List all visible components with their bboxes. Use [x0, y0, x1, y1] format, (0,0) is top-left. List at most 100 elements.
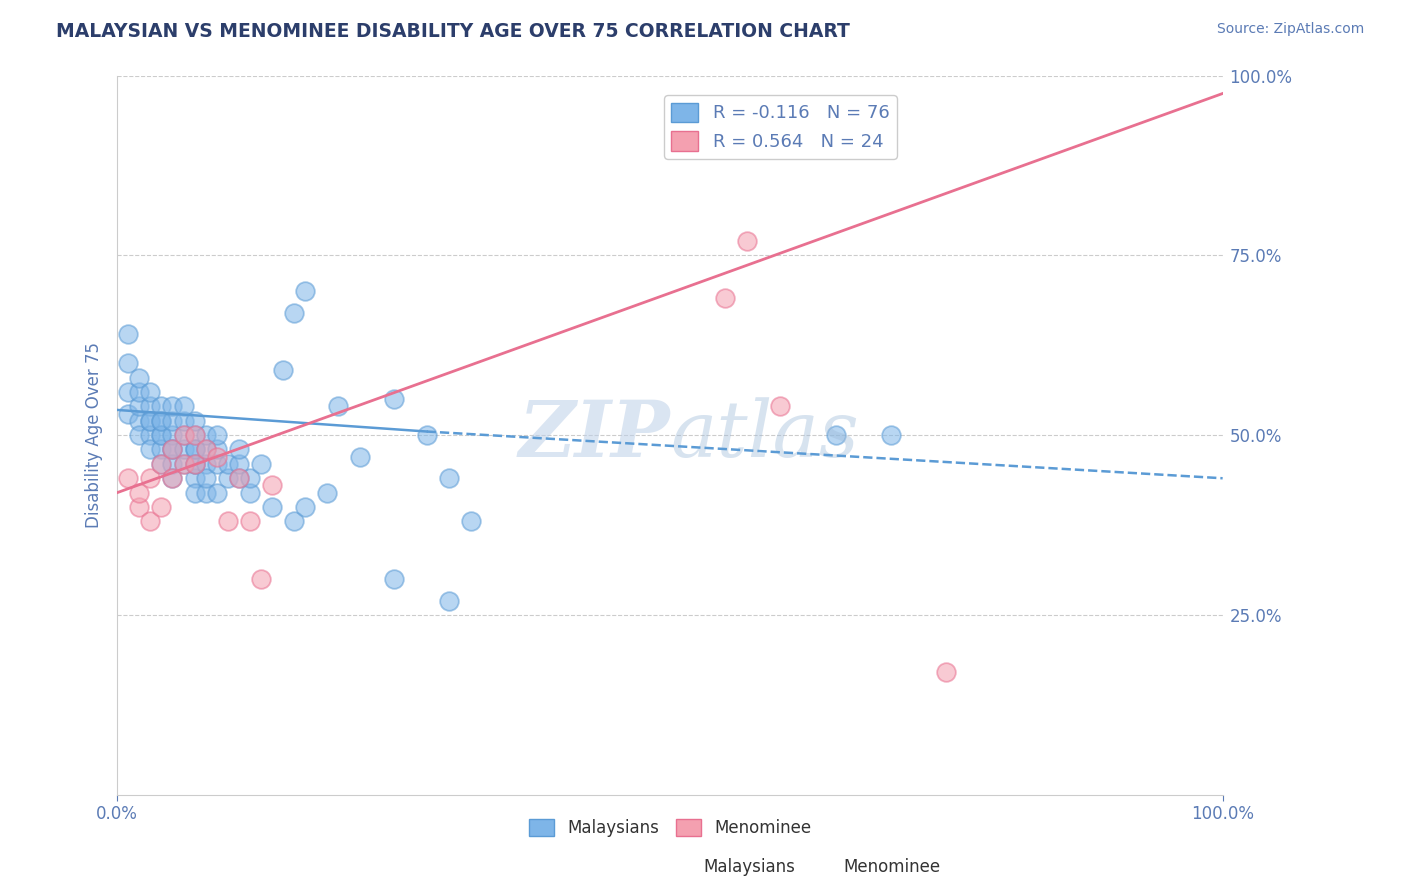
Text: Menominee: Menominee	[844, 858, 941, 876]
Point	[460, 515, 482, 529]
Point	[294, 285, 316, 299]
Point	[217, 515, 239, 529]
Point	[382, 392, 405, 406]
Point	[150, 414, 173, 428]
Point	[769, 400, 792, 414]
Point	[205, 485, 228, 500]
Point	[162, 442, 184, 457]
Point	[205, 442, 228, 457]
Point	[139, 384, 162, 399]
Point	[150, 414, 173, 428]
Point	[194, 428, 217, 442]
Point	[328, 400, 350, 414]
Point	[128, 428, 150, 442]
Point	[139, 515, 162, 529]
Point	[139, 414, 162, 428]
Point	[437, 471, 460, 485]
Point	[217, 457, 239, 471]
Point	[415, 428, 437, 442]
Point	[117, 384, 139, 399]
Point	[162, 442, 184, 457]
Point	[117, 407, 139, 421]
Text: ZIP: ZIP	[519, 397, 669, 474]
Point	[128, 500, 150, 514]
Point	[283, 306, 305, 320]
Point	[128, 414, 150, 428]
Legend: Malaysians, Menominee: Malaysians, Menominee	[522, 813, 818, 844]
Point	[183, 457, 205, 471]
Point	[194, 442, 217, 457]
Point	[173, 457, 195, 471]
Point	[183, 442, 205, 457]
Point	[194, 471, 217, 485]
Point	[228, 471, 250, 485]
Point	[935, 665, 957, 680]
Point	[173, 457, 195, 471]
Point	[228, 457, 250, 471]
Point	[239, 515, 262, 529]
Point	[250, 572, 273, 586]
Point	[150, 442, 173, 457]
Point	[824, 428, 846, 442]
Point	[316, 485, 339, 500]
Y-axis label: Disability Age Over 75: Disability Age Over 75	[86, 343, 103, 528]
Point	[128, 400, 150, 414]
Point	[183, 442, 205, 457]
Point	[117, 327, 139, 342]
Point	[228, 471, 250, 485]
Point	[150, 500, 173, 514]
Point	[150, 457, 173, 471]
Point	[260, 478, 283, 492]
Point	[162, 400, 184, 414]
Point	[139, 428, 162, 442]
Point	[173, 428, 195, 442]
Point	[162, 457, 184, 471]
Point	[139, 471, 162, 485]
Point	[128, 485, 150, 500]
Point	[194, 442, 217, 457]
Point	[150, 428, 173, 442]
Point	[183, 414, 205, 428]
Point	[283, 515, 305, 529]
Point	[150, 400, 173, 414]
Point	[737, 234, 759, 248]
Point	[162, 428, 184, 442]
Point	[128, 384, 150, 399]
Point	[250, 457, 273, 471]
Point	[880, 428, 903, 442]
Point	[183, 485, 205, 500]
Point	[173, 442, 195, 457]
Point	[117, 356, 139, 370]
Point	[162, 442, 184, 457]
Point	[162, 414, 184, 428]
Text: atlas: atlas	[669, 397, 859, 474]
Text: Source: ZipAtlas.com: Source: ZipAtlas.com	[1216, 22, 1364, 37]
Point	[183, 457, 205, 471]
Point	[150, 428, 173, 442]
Point	[139, 442, 162, 457]
Point	[173, 400, 195, 414]
Point	[239, 471, 262, 485]
Point	[205, 450, 228, 464]
Point	[162, 471, 184, 485]
Point	[228, 442, 250, 457]
Point	[139, 400, 162, 414]
Point	[117, 471, 139, 485]
Point	[437, 593, 460, 607]
Point	[194, 457, 217, 471]
Point	[205, 457, 228, 471]
Point	[183, 457, 205, 471]
Point	[183, 428, 205, 442]
Point	[349, 450, 371, 464]
Point	[260, 500, 283, 514]
Point	[205, 428, 228, 442]
Text: MALAYSIAN VS MENOMINEE DISABILITY AGE OVER 75 CORRELATION CHART: MALAYSIAN VS MENOMINEE DISABILITY AGE OV…	[56, 22, 851, 41]
Point	[239, 485, 262, 500]
Point	[150, 457, 173, 471]
Text: Malaysians: Malaysians	[703, 858, 794, 876]
Point	[714, 292, 737, 306]
Point	[294, 500, 316, 514]
Point	[271, 363, 294, 377]
Point	[194, 485, 217, 500]
Point	[139, 414, 162, 428]
